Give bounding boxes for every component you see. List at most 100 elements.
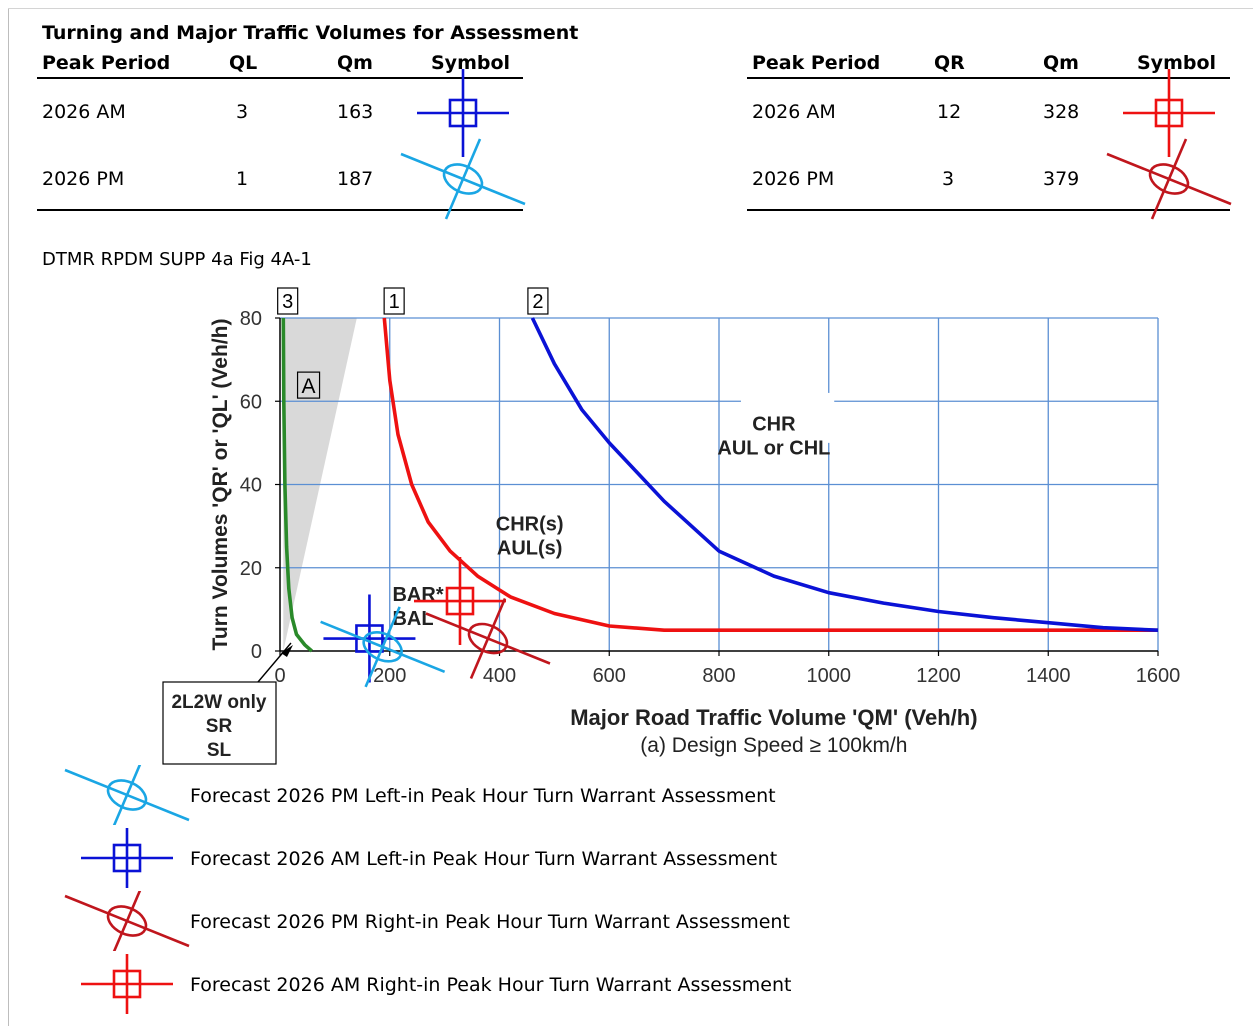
legend-item: Forecast 2026 AM Right-in Peak Hour Turn… bbox=[60, 954, 860, 1014]
darkred-ellipse-cross-icon bbox=[64, 891, 190, 951]
callout-line: SR bbox=[206, 716, 233, 737]
symbol-ellipse bbox=[467, 622, 509, 655]
cyan-ellipse-cross-icon bbox=[64, 765, 190, 825]
right-pm-symbol-icon bbox=[1106, 138, 1232, 220]
row-am-period: 2026 AM bbox=[42, 101, 126, 123]
region-a-frame bbox=[296, 371, 321, 399]
symbol-square bbox=[112, 969, 142, 999]
callout-line: 2L2W only bbox=[171, 692, 266, 713]
turn-warrant-chart: 0 200 400 600 800 1000 1200 1400 1600 0 20 40 60 80 3 1… bbox=[162, 287, 1181, 765]
symbol-steep-line bbox=[444, 138, 482, 220]
bottom-rule bbox=[747, 209, 1230, 211]
symbol-steep-line bbox=[112, 891, 142, 951]
legend-item: Forecast 2026 AM Left-in Peak Hour Turn … bbox=[60, 828, 860, 888]
symbol-square bbox=[445, 586, 475, 616]
row-pm-qm: 187 bbox=[337, 168, 374, 190]
curve-label-text: 3 bbox=[282, 291, 293, 313]
header-rule bbox=[747, 77, 1230, 79]
x-axis-title: Major Road Traffic Volume 'QM' (Veh/h) bbox=[570, 705, 977, 730]
point-darkred-ellipse-cross-icon bbox=[425, 598, 551, 680]
legend-symbol-icon bbox=[81, 954, 173, 1014]
symbol-steep-line bbox=[364, 606, 401, 688]
curve-label-box-3: 3 bbox=[277, 287, 299, 315]
legend-symbol-icon bbox=[64, 765, 190, 825]
callout-line: SL bbox=[207, 740, 232, 761]
x-tick-label: 1600 bbox=[1136, 665, 1181, 687]
curve-3-line bbox=[281, 317, 313, 653]
curve-label-frame bbox=[277, 287, 299, 315]
callout-arrowhead bbox=[280, 645, 293, 657]
symbol-ellipse bbox=[442, 163, 484, 195]
curve-label-frame bbox=[383, 287, 405, 315]
table-title: Turning and Major Traffic Volumes for As… bbox=[42, 22, 579, 44]
x-tick-label: 0 bbox=[274, 665, 285, 687]
row-am-ql: 3 bbox=[236, 101, 249, 123]
header-qm: Qm bbox=[1043, 52, 1079, 74]
region-label-text: AUL or CHL bbox=[717, 437, 830, 459]
x-tick-label: 1000 bbox=[807, 665, 852, 687]
legend-item: Forecast 2026 PM Right-in Peak Hour Turn… bbox=[60, 891, 860, 951]
y-tick-label: 20 bbox=[240, 558, 262, 580]
header-peak-period: Peak Period bbox=[752, 52, 881, 74]
legend-text: Forecast 2026 PM Right-in Peak Hour Turn… bbox=[190, 911, 790, 933]
symbol-ellipse bbox=[106, 779, 148, 811]
header-qr: QR bbox=[934, 52, 965, 74]
y-axis-title: Turn Volumes 'QR' or 'QL' (Veh/h) bbox=[209, 319, 232, 651]
callout-frame bbox=[162, 681, 277, 765]
y-tick-label: 80 bbox=[240, 308, 262, 330]
right-am-symbol-icon bbox=[1123, 69, 1215, 157]
symbol-steep-line bbox=[112, 765, 142, 825]
left-am-symbol-icon bbox=[417, 69, 509, 157]
legend-symbol-icon bbox=[64, 891, 190, 951]
x-tick-label: 1400 bbox=[1026, 665, 1071, 687]
region-label-text: AUL(s) bbox=[497, 537, 563, 559]
x-tick-label: 200 bbox=[373, 665, 406, 687]
callout-2l2w: 2L2W only SR SL bbox=[162, 642, 293, 765]
region-label-text: CHR bbox=[752, 413, 796, 435]
row-am-qr: 12 bbox=[937, 101, 962, 123]
legend-text: Forecast 2026 AM Left-in Peak Hour Turn … bbox=[190, 848, 778, 870]
row-am-qm: 163 bbox=[337, 101, 374, 123]
y-tick-label: 0 bbox=[251, 641, 262, 663]
symbol-steep-line bbox=[469, 598, 507, 680]
callout-arrow-line bbox=[257, 642, 292, 683]
curve-label-text: 1 bbox=[389, 291, 400, 313]
bottom-rule bbox=[37, 209, 523, 211]
region-a-label: A bbox=[296, 371, 321, 399]
header-peak-period: Peak Period bbox=[42, 52, 171, 74]
curve-label-box-2: 2 bbox=[527, 287, 549, 315]
symbol-ellipse bbox=[106, 905, 148, 937]
symbol-ellipse bbox=[1148, 163, 1190, 195]
curve-2-line bbox=[530, 317, 1159, 632]
row-pm-qr: 3 bbox=[942, 168, 955, 190]
row-pm-qm: 379 bbox=[1043, 168, 1080, 190]
label-backdrop bbox=[740, 392, 835, 443]
symbol-steep-line bbox=[1150, 138, 1188, 220]
header-symbol: Symbol bbox=[431, 52, 511, 74]
row-am-qm: 328 bbox=[1043, 101, 1080, 123]
x-tick-label: 1200 bbox=[916, 665, 961, 687]
row-pm-period: 2026 PM bbox=[42, 168, 125, 190]
blue-square-cross-icon bbox=[81, 828, 173, 888]
table-symbols bbox=[400, 69, 1232, 220]
row-pm-ql: 1 bbox=[236, 168, 249, 190]
region-label-text: CHR(s) bbox=[496, 513, 564, 535]
chart-subtitle: (a) Design Speed ≥ 100km/h bbox=[640, 734, 907, 757]
point-blue-square-cross-icon bbox=[323, 594, 416, 683]
frame-left-edge bbox=[8, 8, 9, 1026]
y-tick-label: 60 bbox=[240, 391, 262, 413]
region-label-text: BAR* bbox=[392, 584, 443, 606]
curve-label-box-1: 1 bbox=[383, 287, 405, 315]
header-qm: Qm bbox=[337, 52, 373, 74]
x-tick-label: 800 bbox=[702, 665, 735, 687]
header-symbol: Symbol bbox=[1137, 52, 1217, 74]
symbol-square bbox=[448, 98, 478, 128]
curve-label-frame bbox=[527, 287, 549, 315]
point-red-square-cross-icon bbox=[413, 557, 506, 646]
figure-caption: DTMR RPDM SUPP 4a Fig 4A-1 bbox=[42, 249, 312, 270]
curve-label-text: 2 bbox=[532, 291, 543, 313]
symbol-square bbox=[1154, 98, 1184, 128]
frame-top-edge bbox=[8, 8, 1253, 9]
legend-item: Forecast 2026 PM Left-in Peak Hour Turn … bbox=[60, 765, 860, 825]
row-am-period: 2026 AM bbox=[752, 101, 836, 123]
